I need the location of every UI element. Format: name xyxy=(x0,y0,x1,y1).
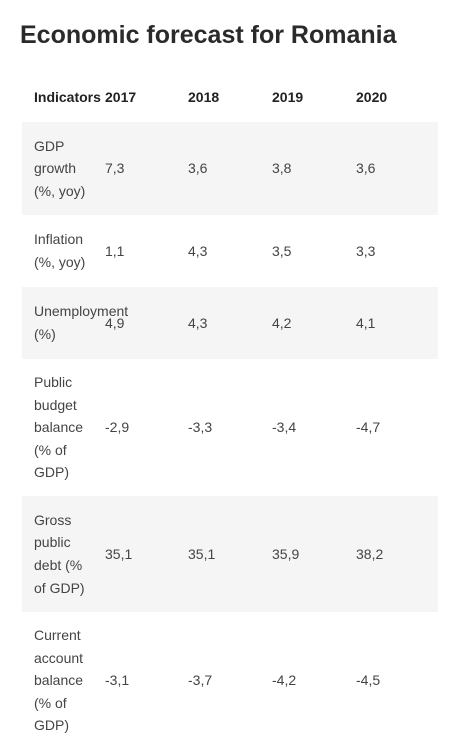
value-cell: 1,1 xyxy=(105,242,125,259)
column-header-2017: 2017 xyxy=(105,88,137,105)
indicator-label-line: (%) xyxy=(34,326,56,342)
column-header-2018: 2018 xyxy=(188,88,220,105)
indicator-label-line: Public xyxy=(34,374,73,391)
indicator-label-line: GDP xyxy=(34,137,65,154)
indicator-label-line: balance xyxy=(34,672,84,689)
indicator-label-line: growth xyxy=(34,160,77,177)
indicator-cell: Gross public debt (% of GDP) xyxy=(22,496,105,612)
indicator-label-line: (% of xyxy=(34,441,67,458)
indicator-label-line: (%, yoy) xyxy=(34,182,86,199)
indicator-label-line: Unemployment xyxy=(34,303,129,320)
value-cell: -3,1 xyxy=(105,672,130,689)
value-cell: 4,3 xyxy=(188,242,208,259)
table-row: GDP growth (%, yoy) 7,3 3,6 3,8 3,6 xyxy=(22,122,438,215)
value-cell: 3,5 xyxy=(272,242,292,259)
value-cell: -3,3 xyxy=(188,419,213,436)
value-cell: 3,6 xyxy=(188,122,272,215)
table-row: Unemployment (%) 4,9 4,3 4,2 4,1 xyxy=(22,287,438,359)
table-row: Public budget balance (% of GDP) -2,9 -3… xyxy=(22,359,438,496)
indicator-label-line: Gross xyxy=(34,511,72,528)
table-header-row: Indicators 2017 2018 2019 2020 xyxy=(22,72,438,122)
value-cell: 35,1 xyxy=(188,496,272,612)
column-header-2020: 2020 xyxy=(356,88,388,105)
value-cell: -3,4 xyxy=(272,419,297,436)
table-row: Gross public debt (% of GDP) 35,1 35,1 3… xyxy=(22,496,438,612)
indicator-label-line: GDP) xyxy=(34,464,69,481)
indicator-label-line: balance xyxy=(34,419,84,436)
value-cell: -3,7 xyxy=(188,672,213,689)
value-cell: 4,2 xyxy=(272,287,356,359)
indicator-label-line: budget xyxy=(34,396,77,413)
table-row: Current account balance (% of GDP) -3,1 … xyxy=(22,612,438,749)
value-cell: 3,6 xyxy=(356,122,438,215)
forecast-table: Indicators 2017 2018 2019 2020 GDP growt… xyxy=(22,72,438,749)
indicator-cell: Inflation (%, yoy) xyxy=(22,215,105,287)
value-cell: 3,3 xyxy=(356,242,376,259)
value-cell: 35,1 xyxy=(105,496,188,612)
value-cell: -2,9 xyxy=(105,419,130,436)
page-title: Economic forecast for Romania xyxy=(20,21,397,49)
indicator-label-line: public xyxy=(34,534,71,551)
indicator-label-line: (%, yoy) xyxy=(34,254,86,270)
column-header-2019: 2019 xyxy=(272,88,304,105)
indicator-cell: GDP growth (%, yoy) xyxy=(22,122,105,215)
indicator-cell: Unemployment (%) xyxy=(22,287,129,359)
value-cell: -4,7 xyxy=(356,419,381,436)
value-cell: 7,3 xyxy=(105,122,188,215)
indicator-label-line: Current xyxy=(34,627,81,644)
indicator-label-line: debt (% xyxy=(34,557,83,573)
value-cell: 4,1 xyxy=(356,287,438,359)
value-cell: 38,2 xyxy=(356,496,438,612)
table-row: Inflation (%, yoy) 1,1 4,3 3,5 3,3 xyxy=(22,215,438,287)
value-cell: -4,2 xyxy=(272,672,297,689)
indicator-label-line: (% of xyxy=(34,694,67,711)
value-cell: 4,3 xyxy=(188,287,272,359)
value-cell: 3,8 xyxy=(272,122,356,215)
indicator-label-line: GDP) xyxy=(34,717,69,734)
indicator-label-line: Inflation xyxy=(34,231,84,248)
value-cell: 35,9 xyxy=(272,496,356,612)
indicator-label-line: account xyxy=(34,649,84,666)
indicator-label-line: of GDP) xyxy=(34,579,85,596)
column-header-indicators: Indicators xyxy=(34,88,101,105)
indicator-cell: Public budget balance (% of GDP) xyxy=(22,359,105,496)
value-cell: 4,9 xyxy=(105,287,188,359)
value-cell: -4,5 xyxy=(356,672,381,689)
indicator-cell: Current account balance (% of GDP) xyxy=(22,612,105,749)
